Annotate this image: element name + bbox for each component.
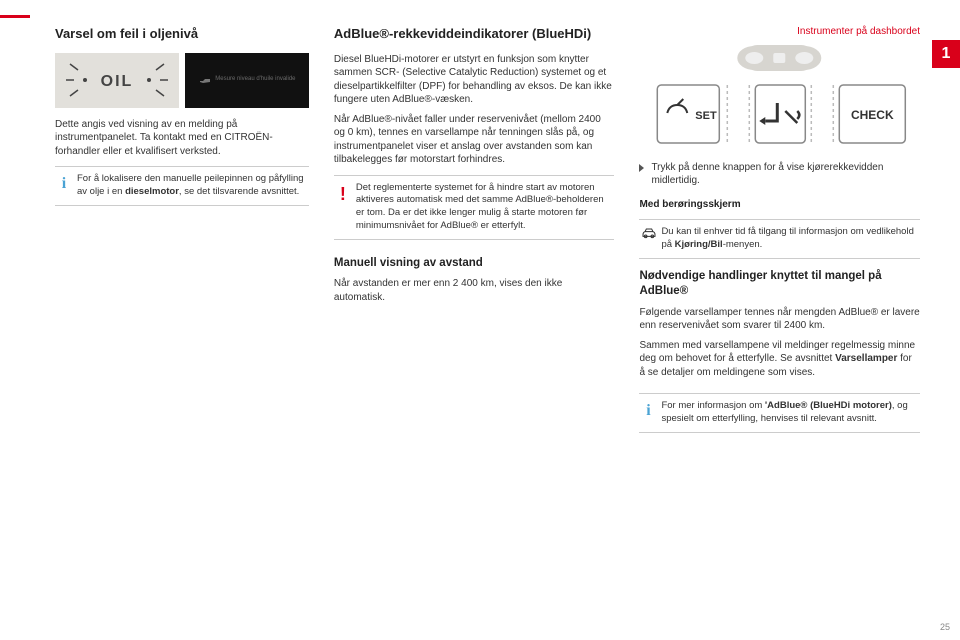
col3-arrow-text: Trykk på denne knappen for å vise kjører… bbox=[651, 162, 883, 187]
col2-warn-box: ! Det reglementerte systemet for å hindr… bbox=[334, 175, 615, 240]
col3-sub2-body2: Sammen med varsellampene vil meldinger r… bbox=[639, 339, 920, 380]
col1-title: Varsel om feil i oljenivå bbox=[55, 25, 309, 43]
info2-pre: For mer informasjon om bbox=[661, 400, 764, 411]
car-icon bbox=[641, 226, 655, 245]
col2-title: AdBlue®-rekkeviddeindikatorer (BlueHDi) bbox=[334, 25, 615, 43]
col1-info-bold: dieselmotor bbox=[125, 186, 179, 197]
column-2: AdBlue®-rekkeviddeindikatorer (BlueHDi) … bbox=[334, 25, 615, 630]
col2-body1: Diesel BlueHDi-motorer er utstyrt en fun… bbox=[334, 53, 615, 107]
col3-ts-label: Med berøringsskjerm bbox=[639, 198, 920, 212]
page-content: Varsel om feil i oljenivå OIL bbox=[0, 0, 960, 640]
column-3: Instrumenter på dashbordet bbox=[639, 25, 920, 630]
col2-warn-text: Det reglementerte systemet for å hindre … bbox=[356, 182, 604, 231]
col1-info-post: , se det tilsvarende avsnittet. bbox=[179, 186, 299, 197]
col1-body1: Dette angis ved visning av en melding på… bbox=[55, 118, 309, 159]
info2-bold: 'AdBlue® (BlueHDi motorer) bbox=[765, 400, 892, 411]
col2-sub-title: Manuell visning av avstand bbox=[334, 256, 615, 272]
top-red-accent bbox=[0, 15, 30, 18]
sub2-body2b: Varsellamper bbox=[835, 353, 897, 364]
page-side-number: 1 bbox=[932, 40, 960, 68]
oil-dark-label: Mesure niveau d'huile invalide bbox=[215, 76, 295, 83]
oil-label-text: OIL bbox=[101, 73, 134, 90]
oil-warning-image: OIL bbox=[55, 53, 179, 108]
footer-page-number: 25 bbox=[940, 622, 950, 632]
header-section-label: Instrumenter på dashbordet bbox=[639, 25, 920, 39]
check-button-label: CHECK bbox=[851, 108, 894, 122]
oil-images-row: OIL Mesure niveau d'huile invalide bbox=[55, 53, 309, 108]
column-1: Varsel om feil i oljenivå OIL bbox=[55, 25, 309, 630]
oil-dark-display: Mesure niveau d'huile invalide bbox=[185, 53, 309, 108]
info-icon: i bbox=[641, 400, 655, 422]
col3-sub2-title: Nødvendige handlinger knyttet til mangel… bbox=[639, 269, 920, 300]
col2-body2: Når AdBlue®-nivået faller under reserven… bbox=[334, 113, 615, 167]
col2-sub-body: Når avstanden er mer enn 2 400 km, vises… bbox=[334, 277, 615, 304]
col3-info-box: i For mer informasjon om 'AdBlue® (BlueH… bbox=[639, 393, 920, 433]
col3-arrow-item: Trykk på denne knappen for å vise kjører… bbox=[639, 161, 920, 188]
ts-note-bold: Kjøring/Bil bbox=[675, 239, 723, 250]
ts-note-post: -menyen. bbox=[723, 239, 763, 250]
set-button-label: SET bbox=[696, 110, 718, 122]
dashboard-buttons-graphic: SET CHECK bbox=[639, 43, 920, 153]
col3-ts-note: Du kan til enhver tid få tilgang til inf… bbox=[639, 219, 920, 259]
col3-sub2-body1: Følgende varsellamper tennes når mengden… bbox=[639, 306, 920, 333]
info-icon: i bbox=[57, 173, 71, 195]
col1-info-box: i For å lokalisere den manuelle peilepin… bbox=[55, 166, 309, 206]
warn-icon: ! bbox=[336, 182, 350, 206]
